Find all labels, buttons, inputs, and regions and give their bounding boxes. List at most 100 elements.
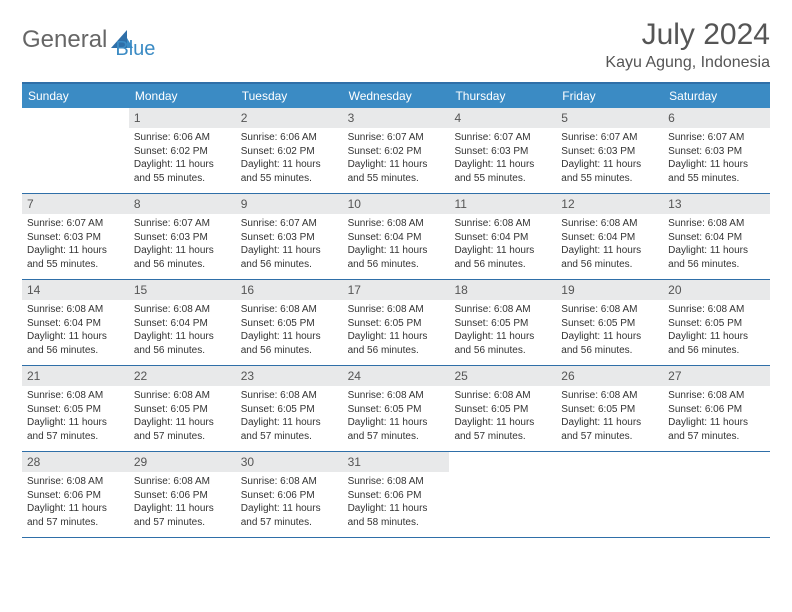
daylight-text: Daylight: 11 hours and 57 minutes. (241, 416, 338, 443)
day-body: Sunrise: 6:08 AMSunset: 6:05 PMDaylight:… (343, 300, 450, 362)
day-cell: 23Sunrise: 6:08 AMSunset: 6:05 PMDayligh… (236, 366, 343, 451)
sunset-text: Sunset: 6:05 PM (561, 403, 658, 417)
logo-text-blue: Blue (115, 38, 155, 61)
sunset-text: Sunset: 6:04 PM (134, 317, 231, 331)
sunrise-text: Sunrise: 6:08 AM (134, 303, 231, 317)
sunset-text: Sunset: 6:03 PM (27, 231, 124, 245)
day-body: Sunrise: 6:07 AMSunset: 6:03 PMDaylight:… (22, 214, 129, 276)
day-body: Sunrise: 6:08 AMSunset: 6:04 PMDaylight:… (343, 214, 450, 276)
logo: General Blue (22, 18, 155, 61)
day-number: 11 (449, 194, 556, 214)
daylight-text: Daylight: 11 hours and 55 minutes. (561, 158, 658, 185)
week-row: 21Sunrise: 6:08 AMSunset: 6:05 PMDayligh… (22, 366, 770, 452)
logo-text-general: General (22, 26, 107, 54)
sunrise-text: Sunrise: 6:08 AM (454, 217, 551, 231)
day-number (449, 452, 556, 456)
day-cell: 1Sunrise: 6:06 AMSunset: 6:02 PMDaylight… (129, 108, 236, 193)
day-body: Sunrise: 6:08 AMSunset: 6:04 PMDaylight:… (663, 214, 770, 276)
day-number: 1 (129, 108, 236, 128)
day-cell: 3Sunrise: 6:07 AMSunset: 6:02 PMDaylight… (343, 108, 450, 193)
month-title: July 2024 (605, 18, 770, 52)
daylight-text: Daylight: 11 hours and 55 minutes. (134, 158, 231, 185)
title-block: July 2024 Kayu Agung, Indonesia (605, 18, 770, 72)
sunset-text: Sunset: 6:03 PM (241, 231, 338, 245)
sunset-text: Sunset: 6:04 PM (348, 231, 445, 245)
sunrise-text: Sunrise: 6:07 AM (134, 217, 231, 231)
sunset-text: Sunset: 6:05 PM (241, 403, 338, 417)
day-cell: 10Sunrise: 6:08 AMSunset: 6:04 PMDayligh… (343, 194, 450, 279)
daylight-text: Daylight: 11 hours and 55 minutes. (241, 158, 338, 185)
sunset-text: Sunset: 6:04 PM (668, 231, 765, 245)
sunrise-text: Sunrise: 6:08 AM (348, 389, 445, 403)
weekday-header: Monday (129, 84, 236, 108)
sunset-text: Sunset: 6:03 PM (561, 145, 658, 159)
daylight-text: Daylight: 11 hours and 57 minutes. (241, 502, 338, 529)
day-number: 6 (663, 108, 770, 128)
calendar: Sunday Monday Tuesday Wednesday Thursday… (22, 82, 770, 538)
day-number: 17 (343, 280, 450, 300)
day-number: 9 (236, 194, 343, 214)
day-cell (663, 452, 770, 537)
sunrise-text: Sunrise: 6:08 AM (454, 303, 551, 317)
sunset-text: Sunset: 6:04 PM (454, 231, 551, 245)
day-number: 26 (556, 366, 663, 386)
sunset-text: Sunset: 6:06 PM (27, 489, 124, 503)
sunrise-text: Sunrise: 6:08 AM (561, 217, 658, 231)
day-number: 25 (449, 366, 556, 386)
sunset-text: Sunset: 6:02 PM (241, 145, 338, 159)
sunrise-text: Sunrise: 6:06 AM (241, 131, 338, 145)
day-number: 12 (556, 194, 663, 214)
daylight-text: Daylight: 11 hours and 56 minutes. (454, 244, 551, 271)
day-number (663, 452, 770, 456)
day-number: 27 (663, 366, 770, 386)
day-cell: 7Sunrise: 6:07 AMSunset: 6:03 PMDaylight… (22, 194, 129, 279)
day-body: Sunrise: 6:08 AMSunset: 6:04 PMDaylight:… (449, 214, 556, 276)
sunrise-text: Sunrise: 6:08 AM (134, 475, 231, 489)
day-cell: 6Sunrise: 6:07 AMSunset: 6:03 PMDaylight… (663, 108, 770, 193)
daylight-text: Daylight: 11 hours and 56 minutes. (348, 244, 445, 271)
weekday-header: Friday (556, 84, 663, 108)
daylight-text: Daylight: 11 hours and 55 minutes. (27, 244, 124, 271)
daylight-text: Daylight: 11 hours and 56 minutes. (454, 330, 551, 357)
weekday-header: Tuesday (236, 84, 343, 108)
sunrise-text: Sunrise: 6:08 AM (241, 389, 338, 403)
day-number: 15 (129, 280, 236, 300)
day-cell: 29Sunrise: 6:08 AMSunset: 6:06 PMDayligh… (129, 452, 236, 537)
day-cell: 17Sunrise: 6:08 AMSunset: 6:05 PMDayligh… (343, 280, 450, 365)
day-number: 13 (663, 194, 770, 214)
day-number: 8 (129, 194, 236, 214)
daylight-text: Daylight: 11 hours and 56 minutes. (561, 330, 658, 357)
sunrise-text: Sunrise: 6:07 AM (668, 131, 765, 145)
sunset-text: Sunset: 6:06 PM (348, 489, 445, 503)
sunrise-text: Sunrise: 6:07 AM (561, 131, 658, 145)
sunrise-text: Sunrise: 6:08 AM (241, 303, 338, 317)
day-cell: 8Sunrise: 6:07 AMSunset: 6:03 PMDaylight… (129, 194, 236, 279)
day-number: 22 (129, 366, 236, 386)
day-cell: 20Sunrise: 6:08 AMSunset: 6:05 PMDayligh… (663, 280, 770, 365)
daylight-text: Daylight: 11 hours and 56 minutes. (27, 330, 124, 357)
day-number: 2 (236, 108, 343, 128)
daylight-text: Daylight: 11 hours and 57 minutes. (27, 502, 124, 529)
day-body: Sunrise: 6:07 AMSunset: 6:03 PMDaylight:… (129, 214, 236, 276)
day-body: Sunrise: 6:08 AMSunset: 6:05 PMDaylight:… (236, 386, 343, 448)
sunrise-text: Sunrise: 6:08 AM (241, 475, 338, 489)
daylight-text: Daylight: 11 hours and 56 minutes. (561, 244, 658, 271)
day-body: Sunrise: 6:08 AMSunset: 6:06 PMDaylight:… (343, 472, 450, 534)
sunset-text: Sunset: 6:06 PM (241, 489, 338, 503)
day-cell: 26Sunrise: 6:08 AMSunset: 6:05 PMDayligh… (556, 366, 663, 451)
daylight-text: Daylight: 11 hours and 56 minutes. (241, 244, 338, 271)
day-cell: 14Sunrise: 6:08 AMSunset: 6:04 PMDayligh… (22, 280, 129, 365)
weekday-header: Saturday (663, 84, 770, 108)
day-cell: 31Sunrise: 6:08 AMSunset: 6:06 PMDayligh… (343, 452, 450, 537)
day-body: Sunrise: 6:08 AMSunset: 6:05 PMDaylight:… (449, 386, 556, 448)
sunset-text: Sunset: 6:05 PM (348, 317, 445, 331)
daylight-text: Daylight: 11 hours and 56 minutes. (668, 330, 765, 357)
day-number: 21 (22, 366, 129, 386)
day-body: Sunrise: 6:07 AMSunset: 6:03 PMDaylight:… (663, 128, 770, 190)
daylight-text: Daylight: 11 hours and 55 minutes. (348, 158, 445, 185)
day-cell (22, 108, 129, 193)
day-number: 23 (236, 366, 343, 386)
week-row: 1Sunrise: 6:06 AMSunset: 6:02 PMDaylight… (22, 108, 770, 194)
day-body: Sunrise: 6:08 AMSunset: 6:06 PMDaylight:… (663, 386, 770, 448)
daylight-text: Daylight: 11 hours and 57 minutes. (134, 416, 231, 443)
